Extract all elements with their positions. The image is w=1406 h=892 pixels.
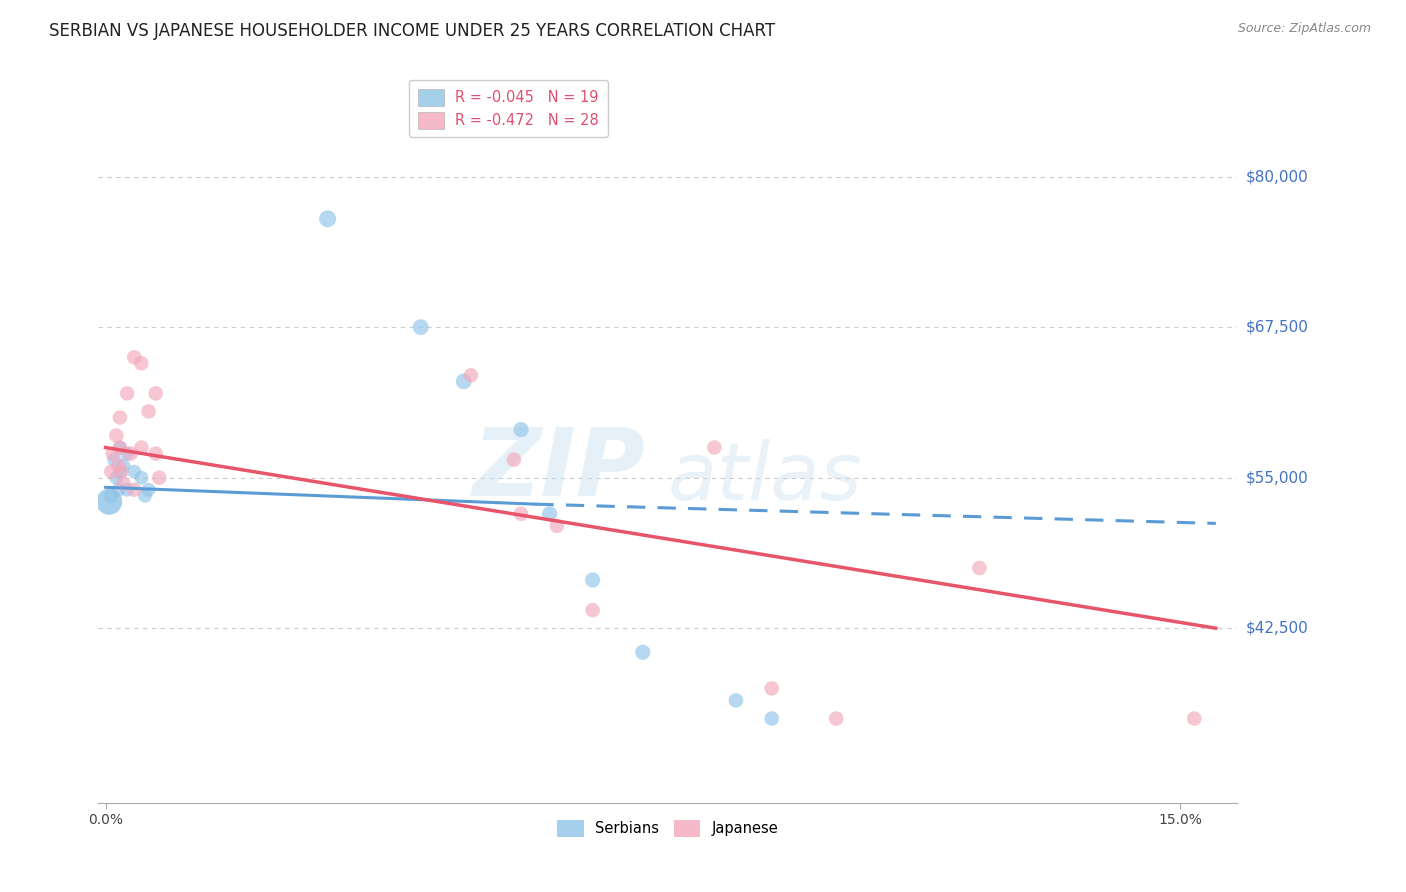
Point <box>131 441 153 455</box>
Point <box>409 320 432 334</box>
Point <box>145 446 167 460</box>
Point <box>115 446 138 460</box>
Point <box>108 441 131 455</box>
Point <box>101 446 124 460</box>
Text: $42,500: $42,500 <box>1246 621 1309 636</box>
Point <box>107 483 129 497</box>
Point <box>100 465 122 479</box>
Point <box>510 422 533 436</box>
Point <box>969 561 991 575</box>
Point <box>115 386 138 401</box>
Point <box>145 386 167 401</box>
Point <box>134 489 156 503</box>
Point <box>724 693 747 707</box>
Point <box>122 350 145 364</box>
Point <box>761 681 783 696</box>
Point <box>115 483 138 497</box>
Text: SERBIAN VS JAPANESE HOUSEHOLDER INCOME UNDER 25 YEARS CORRELATION CHART: SERBIAN VS JAPANESE HOUSEHOLDER INCOME U… <box>49 22 775 40</box>
Point <box>582 603 605 617</box>
Legend: Serbians, Japanese: Serbians, Japanese <box>551 814 785 842</box>
Point <box>105 428 128 442</box>
Point <box>105 470 128 484</box>
Point <box>582 573 605 587</box>
Point <box>703 441 725 455</box>
Point <box>1182 712 1205 726</box>
Point <box>138 404 160 418</box>
Point <box>538 507 561 521</box>
Point <box>138 483 160 497</box>
Text: atlas: atlas <box>668 439 863 516</box>
Point <box>510 507 533 521</box>
Point <box>112 476 135 491</box>
Point <box>108 441 131 455</box>
Point <box>120 446 142 460</box>
Point <box>131 356 153 370</box>
Point <box>108 465 131 479</box>
Point <box>122 483 145 497</box>
Point <box>460 368 482 383</box>
Point <box>148 470 170 484</box>
Text: $55,000: $55,000 <box>1246 470 1309 485</box>
Point <box>502 452 524 467</box>
Point <box>761 712 783 726</box>
Point <box>631 645 654 659</box>
Point <box>112 458 135 473</box>
Text: ZIP: ZIP <box>472 425 645 516</box>
Point <box>122 465 145 479</box>
Point <box>107 458 129 473</box>
Point <box>316 211 339 226</box>
Point <box>108 410 131 425</box>
Point <box>98 494 121 508</box>
Text: $80,000: $80,000 <box>1246 169 1309 184</box>
Point <box>825 712 848 726</box>
Point <box>110 465 132 479</box>
Point <box>546 518 568 533</box>
Text: $67,500: $67,500 <box>1246 319 1309 334</box>
Point <box>100 489 122 503</box>
Point <box>131 470 153 484</box>
Text: Source: ZipAtlas.com: Source: ZipAtlas.com <box>1237 22 1371 36</box>
Point <box>453 374 475 388</box>
Point <box>103 452 125 467</box>
